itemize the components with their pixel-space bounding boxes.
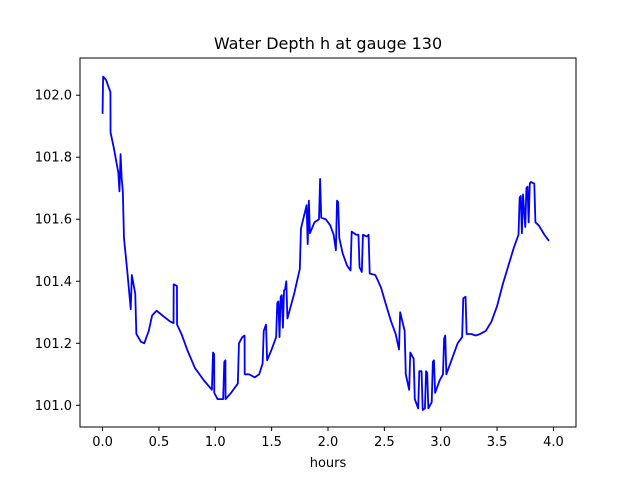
chart-title: Water Depth h at gauge 130	[214, 34, 442, 53]
x-axis-label: hours	[310, 456, 347, 471]
plot-area: 0.0 0.5 1.0 1.5 2.0 2.5 3.0 3.5 4.0 101.0101.210…	[35, 57, 577, 450]
x-tick-label: 3.5	[487, 435, 508, 450]
y-tick-label: 101.2	[35, 337, 72, 352]
y-axis: 101.0 101.2 101.4 101.6 101.8 102.0	[35, 89, 80, 414]
x-tick-label: 4.0	[543, 435, 564, 450]
x-tick-label: 1.0	[205, 435, 226, 450]
x-axis: 0.0 0.5 1.0 1.5 2.0 2.5 3.0 3.5 4.0	[92, 427, 564, 450]
x-tick-label: 3.0	[430, 435, 451, 450]
y-tick-label: 101.4	[35, 275, 72, 290]
x-tick-label: 0.5	[149, 435, 170, 450]
x-tick-label: 2.5	[374, 435, 395, 450]
x-tick-label: 2.0	[318, 435, 339, 450]
y-tick-label: 101.8	[35, 151, 72, 166]
x-tick-label: 1.5	[261, 435, 282, 450]
series-line-0	[101, 75, 550, 411]
y-tick-label: 101.0	[35, 399, 72, 414]
y-tick-label: 102.0	[35, 89, 72, 104]
x-tick-label: 0.0	[92, 435, 113, 450]
data-layer	[101, 75, 550, 411]
y-tick-label: 101.6	[35, 213, 72, 228]
